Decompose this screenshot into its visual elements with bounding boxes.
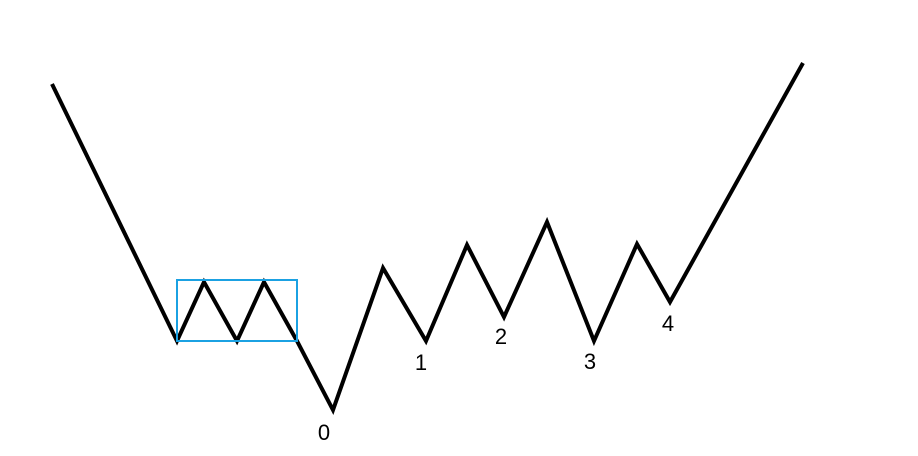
price-path-line	[50, 62, 805, 416]
point-label-1: 1	[415, 350, 427, 375]
point-label-0: 0	[318, 420, 330, 445]
point-label-2: 2	[495, 324, 507, 349]
consolidation-box	[176, 279, 298, 342]
point-label-4: 4	[662, 311, 674, 336]
point-label-3: 3	[584, 349, 596, 374]
